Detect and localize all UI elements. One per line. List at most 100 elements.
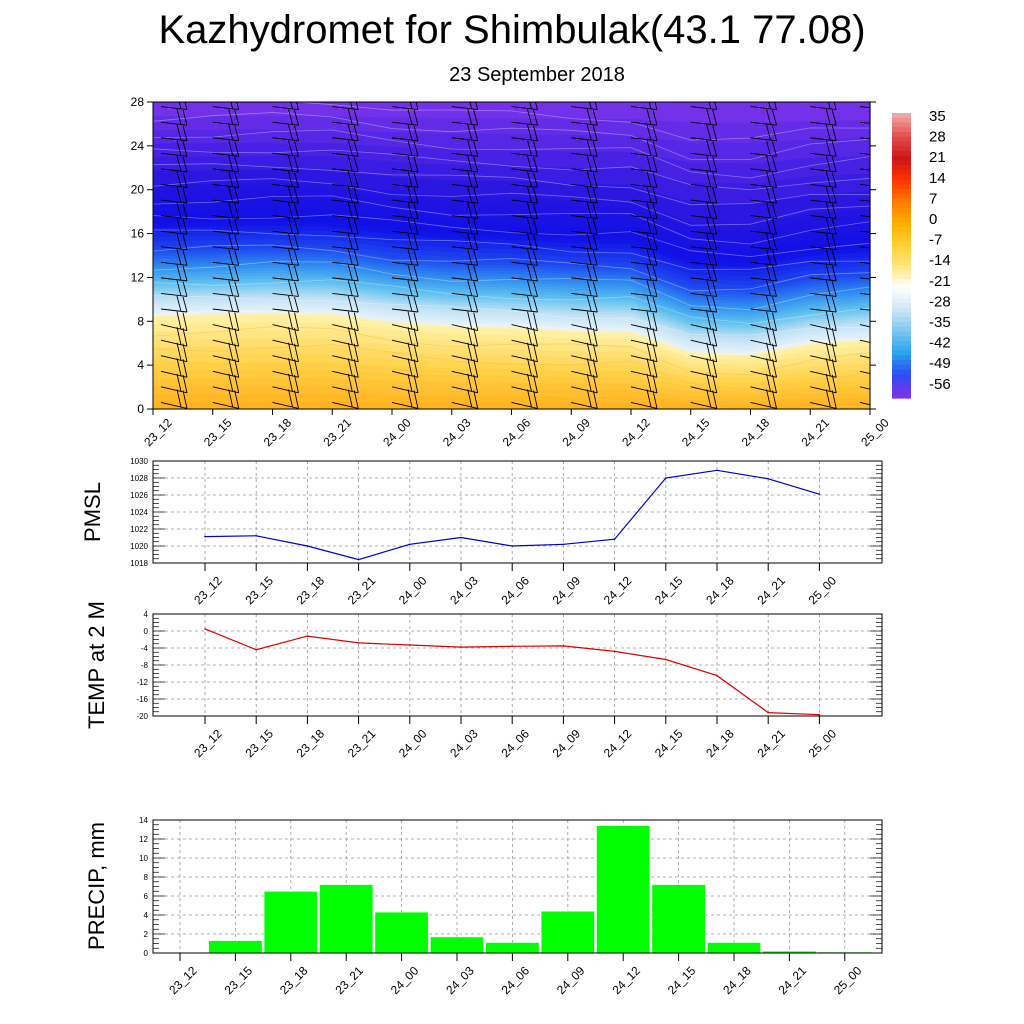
heatmap-cell <box>320 353 325 363</box>
heatmap-cell <box>292 243 297 249</box>
heatmap-cell <box>336 240 341 246</box>
heatmap-cell <box>459 274 465 279</box>
heatmap-cell <box>364 261 369 265</box>
heatmap-cell <box>471 381 477 390</box>
heatmap-cell <box>153 216 158 224</box>
heatmap-cell <box>272 201 278 209</box>
heatmap-cell <box>411 306 417 310</box>
heatmap-cell <box>153 385 158 395</box>
heatmap-cell <box>376 394 381 403</box>
heatmap-cell <box>292 304 297 308</box>
heatmap-cell <box>380 227 385 234</box>
heatmap-cell <box>204 169 210 184</box>
heatmap-cell <box>372 240 377 246</box>
heatmap-cell <box>200 226 206 232</box>
heatmap-cell <box>368 401 373 410</box>
heatmap-cell <box>284 280 290 285</box>
heatmap-cell <box>352 307 357 311</box>
heatmap-cell <box>423 373 429 382</box>
heatmap-cell <box>204 307 210 311</box>
heatmap-cell <box>376 303 381 307</box>
heatmap-cell <box>415 331 421 339</box>
heatmap-cell <box>160 263 166 267</box>
heatmap-cell <box>164 257 170 262</box>
heatmap-cell <box>459 233 465 239</box>
heatmap-cell <box>232 385 238 394</box>
heatmap-cell <box>415 235 421 241</box>
heatmap-cell <box>459 272 465 276</box>
heatmap-cell <box>455 311 461 316</box>
heatmap-cell <box>280 238 286 245</box>
heatmap-cell <box>260 168 266 183</box>
heatmap-cell <box>439 295 445 299</box>
heatmap-cell <box>304 264 309 269</box>
heatmap-cell <box>403 234 409 240</box>
heatmap-cell <box>475 307 481 311</box>
heatmap-cell <box>220 393 226 402</box>
heatmap-cell <box>316 214 321 222</box>
heatmap-cell <box>376 327 381 336</box>
heatmap-cell <box>435 237 441 243</box>
heatmap-cell <box>232 225 238 231</box>
heatmap-cell <box>240 273 246 277</box>
heatmap-cell <box>467 374 473 383</box>
heatmap-cell <box>244 248 250 252</box>
heatmap-cell <box>415 192 421 200</box>
heatmap-cell <box>188 369 194 379</box>
heatmap-cell <box>324 369 329 379</box>
heatmap-cell <box>208 244 214 250</box>
heatmap-cell <box>388 146 393 162</box>
heatmap-cell <box>352 276 357 280</box>
heatmap-cell <box>188 338 194 347</box>
heatmap-cell <box>332 346 337 355</box>
heatmap-cell <box>164 231 170 237</box>
heatmap-cell <box>483 368 489 376</box>
heatmap-cell <box>276 155 282 170</box>
heatmap-cell <box>288 306 294 310</box>
heatmap-cell <box>320 296 325 301</box>
heatmap-cell <box>312 262 317 266</box>
heatmap-cell <box>312 369 317 379</box>
heatmap-cell <box>403 308 409 312</box>
heatmap-cell <box>300 309 305 313</box>
heatmap-cell <box>447 237 453 244</box>
heatmap-cell <box>316 155 321 170</box>
heatmap-cell <box>388 247 393 253</box>
heatmap-cell <box>292 115 297 130</box>
heatmap-cell <box>312 393 317 402</box>
heatmap-cell <box>447 303 453 308</box>
heatmap-cell <box>260 264 266 268</box>
heatmap-cell <box>447 288 453 292</box>
heatmap-cell <box>431 219 437 227</box>
heatmap-cell <box>300 322 305 331</box>
heatmap-cell <box>192 189 198 197</box>
heatmap-cell <box>160 170 166 185</box>
heatmap-cell <box>419 331 425 340</box>
heatmap-cell <box>316 284 321 288</box>
heatmap-cell <box>388 304 393 308</box>
heatmap-cell <box>471 272 477 276</box>
heatmap-cell <box>312 276 317 280</box>
heatmap-cell <box>439 265 445 270</box>
heatmap-cell <box>192 240 198 246</box>
heatmap-cell <box>176 308 182 312</box>
heatmap-cell <box>352 224 357 230</box>
heatmap-cell <box>475 314 481 318</box>
heatmap-cell <box>376 227 381 233</box>
heatmap-cell <box>455 309 461 313</box>
heatmap-cell <box>240 169 246 184</box>
heatmap-cell <box>423 162 429 179</box>
heatmap-cell <box>204 354 210 363</box>
heatmap-cell <box>184 295 190 299</box>
heatmap-cell <box>451 133 457 150</box>
heatmap-cell <box>252 309 258 313</box>
heatmap-cell <box>192 273 198 278</box>
heatmap-cell <box>288 291 294 295</box>
heatmap-cell <box>415 296 421 300</box>
heatmap-cell <box>216 225 222 232</box>
heatmap-cell <box>160 385 166 395</box>
heatmap-cell <box>388 102 393 118</box>
heatmap-cell <box>467 354 473 362</box>
heatmap-cell <box>356 218 361 226</box>
heatmap-cell <box>192 279 198 283</box>
